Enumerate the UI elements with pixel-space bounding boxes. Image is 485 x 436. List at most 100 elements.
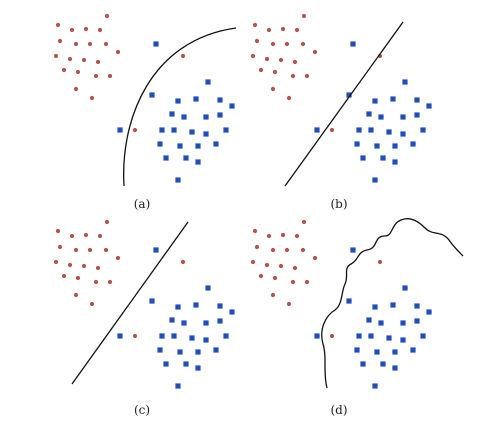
blue-point: [374, 143, 380, 149]
blue-point: [390, 302, 396, 308]
red-point: [270, 292, 276, 298]
red-point: [377, 259, 383, 265]
blue-point: [183, 155, 189, 161]
blue-point: [380, 155, 386, 161]
red-point: [67, 262, 73, 268]
red-point: [264, 262, 270, 268]
red-point: [132, 127, 138, 133]
blue-point: [378, 320, 384, 326]
red-point: [270, 41, 276, 47]
blue-point: [183, 361, 189, 367]
blue-point: [410, 141, 416, 147]
blue-point: [189, 129, 195, 135]
red-point: [83, 232, 89, 238]
red-point: [87, 247, 93, 253]
red-point: [270, 86, 276, 92]
blue-point: [229, 309, 235, 315]
red-point: [132, 333, 138, 339]
blue-point: [372, 98, 378, 104]
red-point: [73, 41, 79, 47]
red-point: [294, 233, 300, 239]
blue-point: [392, 349, 398, 355]
blue-point: [159, 127, 165, 133]
red-point: [103, 247, 109, 253]
red-points: [250, 13, 383, 133]
blue-point: [380, 361, 386, 367]
blue-point: [163, 155, 169, 161]
blue-point: [175, 383, 181, 389]
red-point: [312, 49, 318, 55]
red-point: [300, 41, 306, 47]
blue-point: [195, 349, 201, 355]
blue-point: [414, 112, 420, 118]
blue-point: [195, 159, 201, 165]
blue-point: [203, 131, 209, 137]
red-point: [115, 255, 121, 261]
blue-point: [372, 304, 378, 310]
blue-point: [213, 347, 219, 353]
panel-a: (a): [53, 13, 237, 211]
red-point: [252, 22, 258, 28]
red-point: [292, 265, 298, 271]
blue-point: [426, 103, 432, 109]
red-point: [103, 41, 109, 47]
blue-point: [229, 103, 235, 109]
blue-point: [177, 349, 183, 355]
red-point: [53, 259, 59, 265]
decision-boundary-curve: [123, 27, 237, 187]
blue-point: [153, 41, 159, 47]
blue-point: [402, 285, 408, 291]
blue-point: [368, 127, 374, 133]
blue-point: [346, 92, 352, 98]
red-point: [280, 232, 286, 238]
blue-point: [346, 298, 352, 304]
blue-point: [157, 141, 163, 147]
decision-boundary-line: [71, 221, 189, 385]
blue-point: [392, 159, 398, 165]
red-point: [300, 247, 306, 253]
blue-point: [163, 361, 169, 367]
red-point: [61, 273, 67, 279]
blue-point: [171, 127, 177, 133]
red-point: [95, 265, 101, 271]
blue-point: [410, 347, 416, 353]
red-point: [97, 233, 103, 239]
blue-point: [366, 111, 372, 117]
blue-point: [205, 285, 211, 291]
blue-point: [203, 320, 209, 326]
blue-point: [400, 337, 406, 343]
red-point: [97, 27, 103, 33]
red-point: [83, 26, 89, 32]
red-point: [75, 69, 81, 75]
red-point: [284, 41, 290, 47]
blue-point: [420, 333, 426, 339]
blue-point: [390, 96, 396, 102]
red-point: [304, 279, 310, 285]
red-point: [73, 86, 79, 92]
red-point: [81, 57, 87, 63]
blue-point: [175, 304, 181, 310]
red-point: [284, 247, 290, 253]
blue-point: [366, 317, 372, 323]
red-point: [290, 279, 296, 285]
red-point: [75, 275, 81, 281]
blue-point: [205, 79, 211, 85]
blue-point: [350, 247, 356, 253]
red-point: [301, 219, 307, 225]
red-point: [250, 53, 256, 59]
blue-point: [426, 309, 432, 315]
red-point: [292, 59, 298, 65]
blue-point: [213, 141, 219, 147]
red-point: [250, 259, 256, 265]
red-points: [250, 219, 383, 339]
blue-point: [169, 317, 175, 323]
red-point: [57, 38, 63, 44]
red-point: [266, 27, 272, 33]
blue-points: [314, 41, 432, 183]
red-point: [61, 67, 67, 73]
red-point: [254, 244, 260, 250]
blue-point: [392, 365, 398, 371]
blue-point: [217, 112, 223, 118]
panel-b: (b): [250, 13, 432, 211]
panel-c: (c): [53, 219, 235, 417]
